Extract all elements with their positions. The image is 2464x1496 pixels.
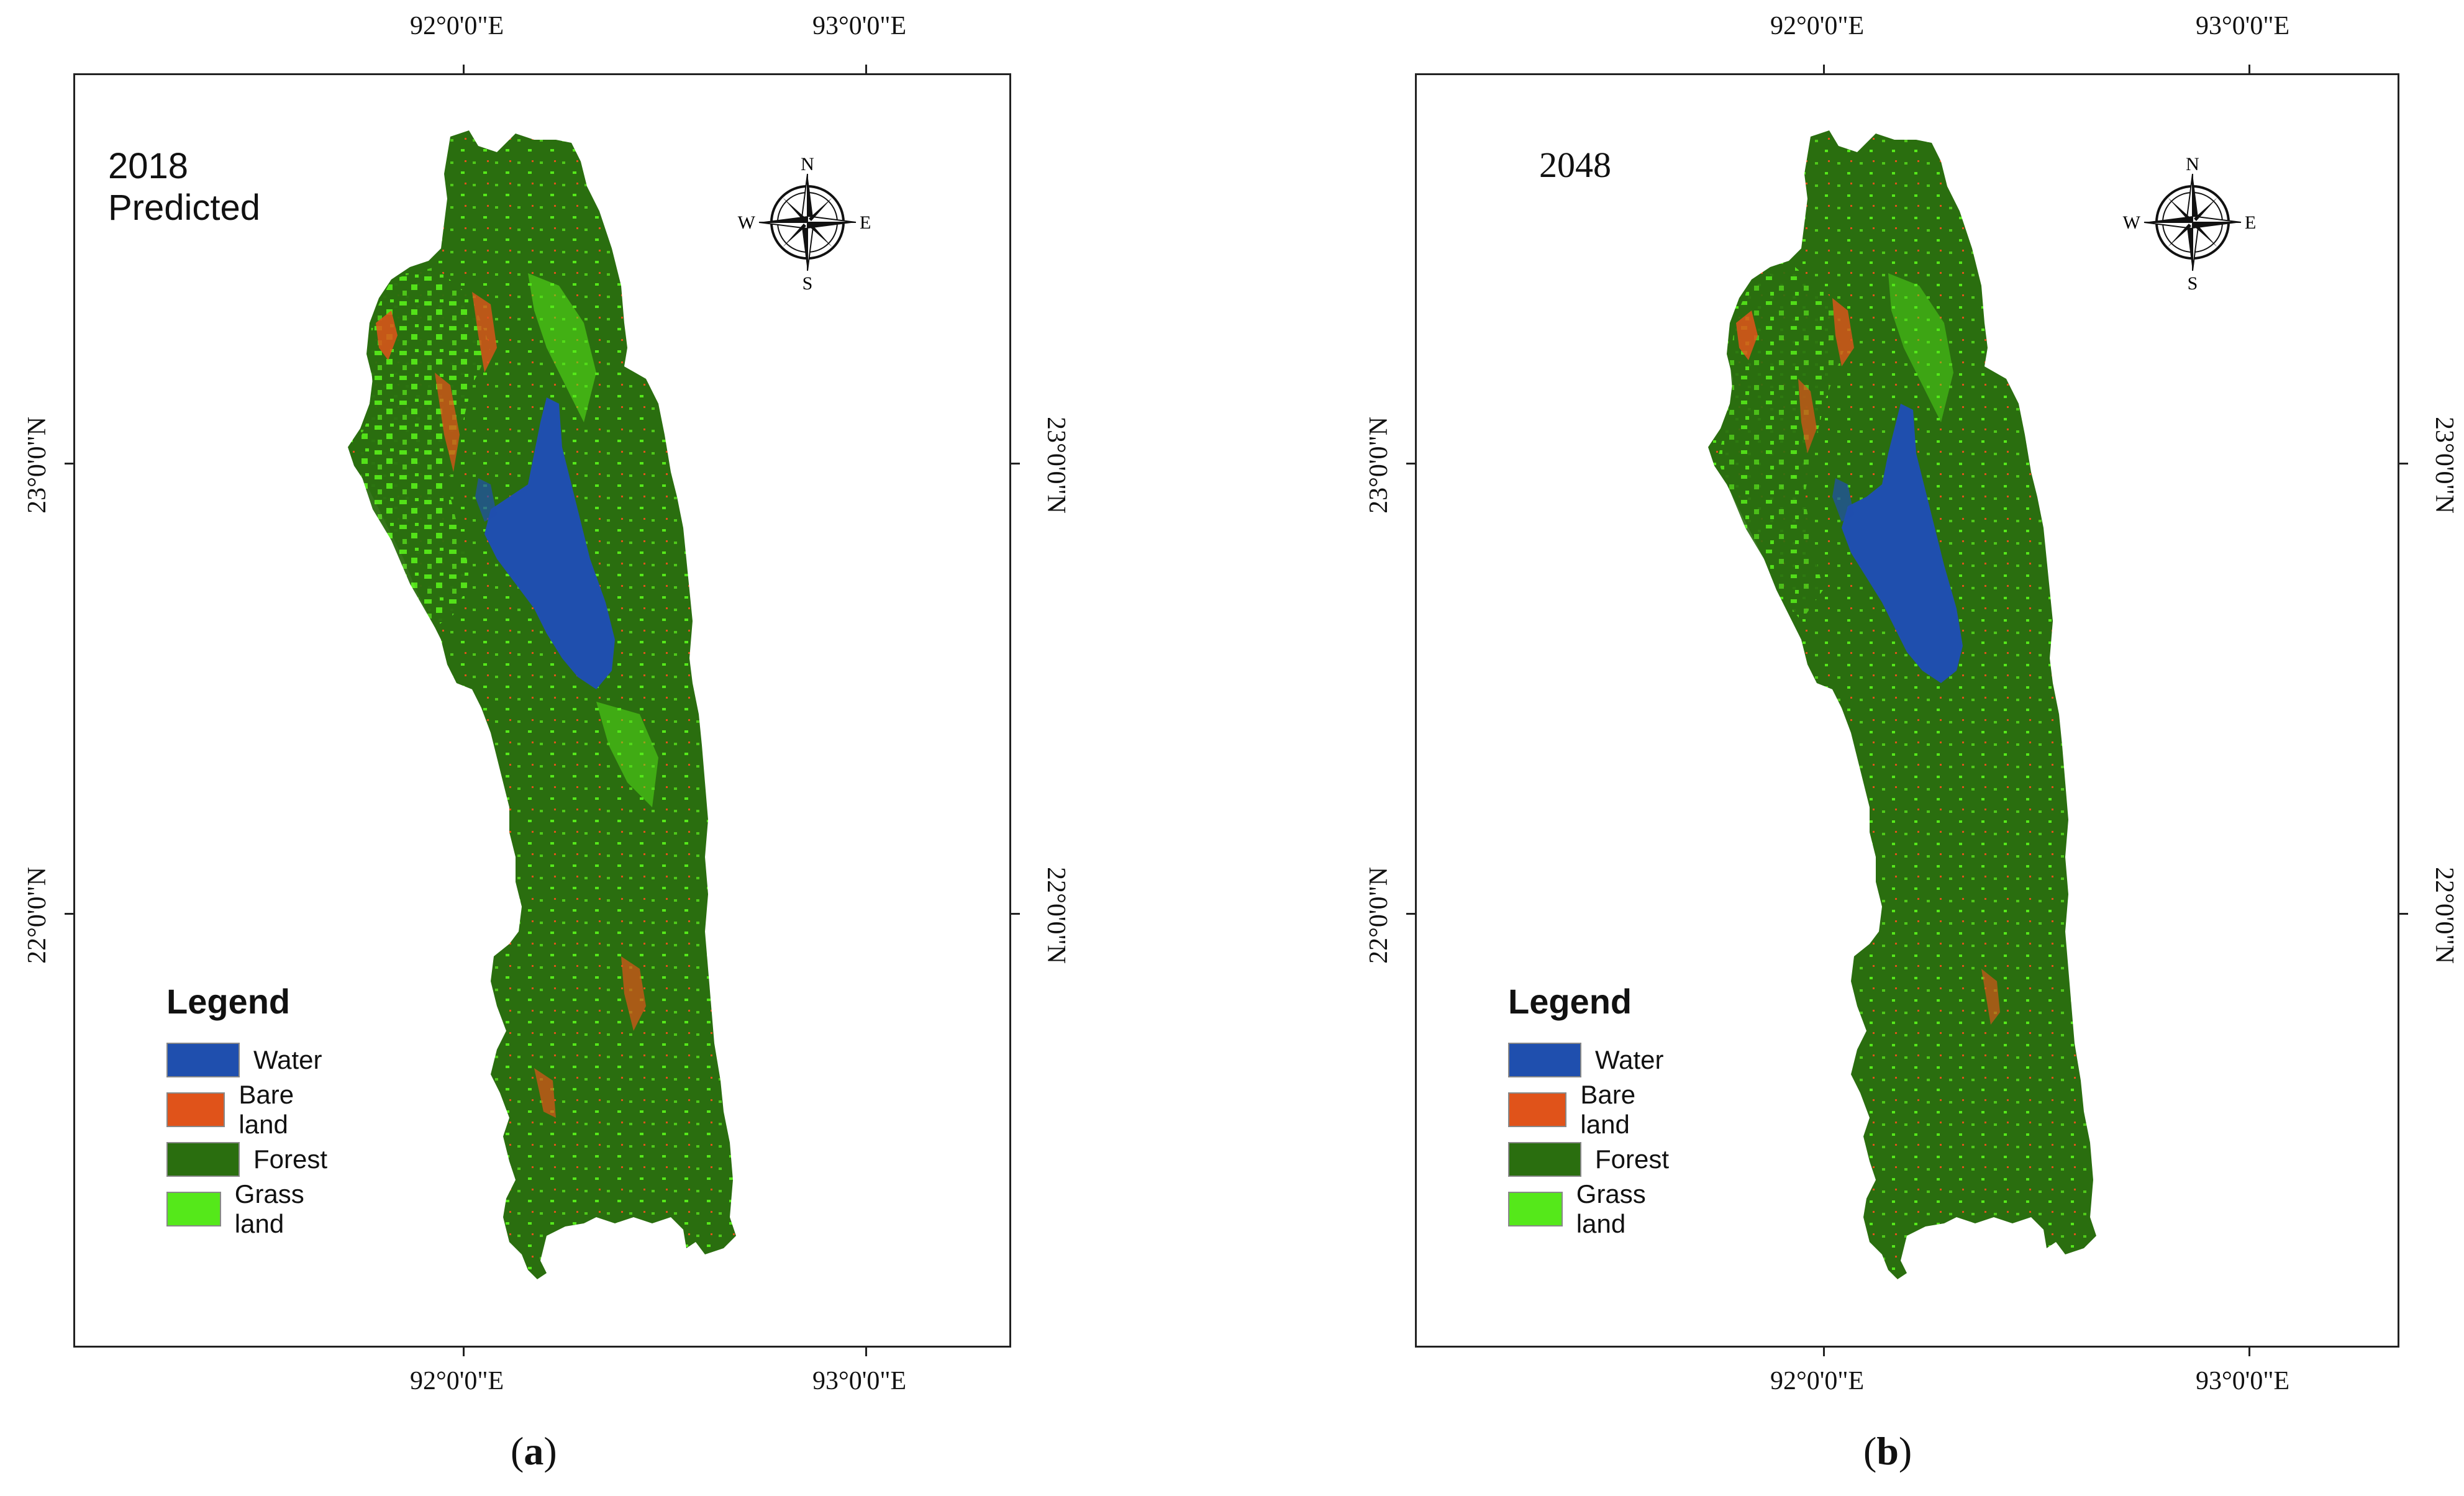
legend-label: Forest bbox=[1595, 1145, 1670, 1174]
panel-sub-label: (b) bbox=[1863, 1429, 1912, 1473]
map-title: 2048 bbox=[1539, 145, 1611, 185]
legend-label: Bare land bbox=[239, 1080, 294, 1139]
tick bbox=[865, 65, 867, 73]
legend-label: Grass land bbox=[1576, 1179, 1646, 1238]
map-legend: Legend Water Bare land Forest Grass land bbox=[1508, 981, 1669, 1238]
legend-label: Bare land bbox=[1580, 1080, 1636, 1139]
legend-title: Legend bbox=[166, 982, 291, 1021]
legend-title: Legend bbox=[1508, 982, 1632, 1021]
north-arrow-compass: N S E W bbox=[2123, 154, 2257, 294]
grass-land-region bbox=[596, 702, 658, 807]
right-lower-latitude-label: 22°0'0"N bbox=[2430, 867, 2458, 964]
legend-label: Forest bbox=[253, 1145, 328, 1174]
bottom-left-longitude-label: 92°0'0"E bbox=[410, 1367, 504, 1395]
tick bbox=[463, 1348, 465, 1356]
legend-item: Bare land bbox=[166, 1080, 327, 1139]
panel-letter: b bbox=[1876, 1429, 1899, 1473]
top-right-longitude-label: 93°0'0"E bbox=[2196, 12, 2290, 40]
legend-swatch-water bbox=[166, 1043, 240, 1077]
legend-item: Forest bbox=[166, 1135, 327, 1184]
compass-east-label: E bbox=[2245, 212, 2256, 233]
tick bbox=[1823, 65, 1825, 73]
tick bbox=[1011, 463, 1020, 465]
legend-label: Grass land bbox=[234, 1179, 304, 1238]
compass-west-label: W bbox=[738, 212, 756, 233]
legend-swatch-bare-land bbox=[1508, 1092, 1567, 1127]
legend-item: Grass land bbox=[1508, 1179, 1669, 1238]
compass-west-label: W bbox=[2123, 212, 2141, 233]
top-right-longitude-label: 93°0'0"E bbox=[812, 12, 907, 40]
legend-item: Bare land bbox=[1508, 1080, 1669, 1139]
legend-swatch-bare-land bbox=[166, 1092, 225, 1127]
water-body bbox=[475, 478, 497, 522]
map-title: 2018 Predicted bbox=[108, 146, 261, 228]
bare-land-region bbox=[621, 956, 646, 1031]
legend-item: Water bbox=[166, 1035, 327, 1085]
bare-land-region bbox=[472, 292, 497, 373]
bottom-right-longitude-label: 93°0'0"E bbox=[812, 1367, 907, 1395]
water-body bbox=[484, 397, 615, 689]
land-cover-map bbox=[1708, 130, 2096, 1279]
legend-swatch-forest bbox=[166, 1142, 240, 1177]
tick bbox=[65, 913, 73, 915]
tick bbox=[1823, 1348, 1825, 1356]
tick bbox=[1406, 463, 1415, 465]
bare-land-region bbox=[1798, 379, 1817, 453]
legend-item: Grass land bbox=[166, 1179, 327, 1238]
right-upper-latitude-label: 23°0'0"N bbox=[2430, 417, 2458, 514]
bare-land-region bbox=[534, 1068, 556, 1118]
tick bbox=[1011, 913, 1020, 915]
tick bbox=[2399, 913, 2408, 915]
grass-land-region bbox=[528, 273, 596, 422]
tick bbox=[2248, 1348, 2250, 1356]
right-upper-latitude-label: 23°0'0"N bbox=[1042, 417, 1070, 514]
legend-swatch-water bbox=[1508, 1043, 1581, 1077]
legend-label: Water bbox=[253, 1045, 322, 1074]
water-body bbox=[1832, 478, 1854, 522]
legend-item: Water bbox=[1508, 1035, 1669, 1085]
tick bbox=[2399, 463, 2408, 465]
legend-item: Forest bbox=[1508, 1135, 1669, 1184]
bare-land-region bbox=[435, 373, 460, 472]
tick bbox=[65, 463, 73, 465]
compass-south-label: S bbox=[802, 273, 813, 294]
tick bbox=[865, 1348, 867, 1356]
tick bbox=[463, 65, 465, 73]
map-legend: Legend Water Bare land Forest Grass land bbox=[166, 981, 327, 1238]
tick bbox=[1406, 913, 1415, 915]
bottom-left-longitude-label: 92°0'0"E bbox=[1770, 1367, 1865, 1395]
legend-swatch-grass-land bbox=[166, 1192, 221, 1226]
bare-land-region bbox=[1981, 969, 2000, 1025]
right-lower-latitude-label: 22°0'0"N bbox=[1042, 867, 1070, 964]
water-body bbox=[1842, 404, 1963, 683]
top-left-longitude-label: 92°0'0"E bbox=[410, 12, 504, 40]
bottom-right-longitude-label: 93°0'0"E bbox=[2196, 1367, 2290, 1395]
grass-land-region bbox=[1888, 273, 1953, 422]
top-left-longitude-label: 92°0'0"E bbox=[1770, 12, 1865, 40]
compass-south-label: S bbox=[2188, 273, 2198, 294]
land-cover-map bbox=[348, 130, 736, 1279]
compass-east-label: E bbox=[860, 212, 871, 233]
bare-land-region bbox=[1736, 311, 1758, 360]
north-arrow-compass: N S E W bbox=[738, 154, 871, 294]
legend-swatch-grass-land bbox=[1508, 1192, 1563, 1226]
compass-north-label: N bbox=[2186, 154, 2199, 175]
legend-swatch-forest bbox=[1508, 1142, 1581, 1177]
bare-land-region bbox=[1832, 298, 1854, 366]
legend-label: Water bbox=[1595, 1045, 1664, 1074]
grass-land-region bbox=[357, 267, 491, 627]
panel-sub-label: (a) bbox=[511, 1429, 557, 1473]
tick bbox=[2248, 65, 2250, 73]
panel-letter: a bbox=[524, 1429, 544, 1473]
bare-land-region bbox=[376, 311, 398, 360]
compass-north-label: N bbox=[801, 154, 814, 175]
